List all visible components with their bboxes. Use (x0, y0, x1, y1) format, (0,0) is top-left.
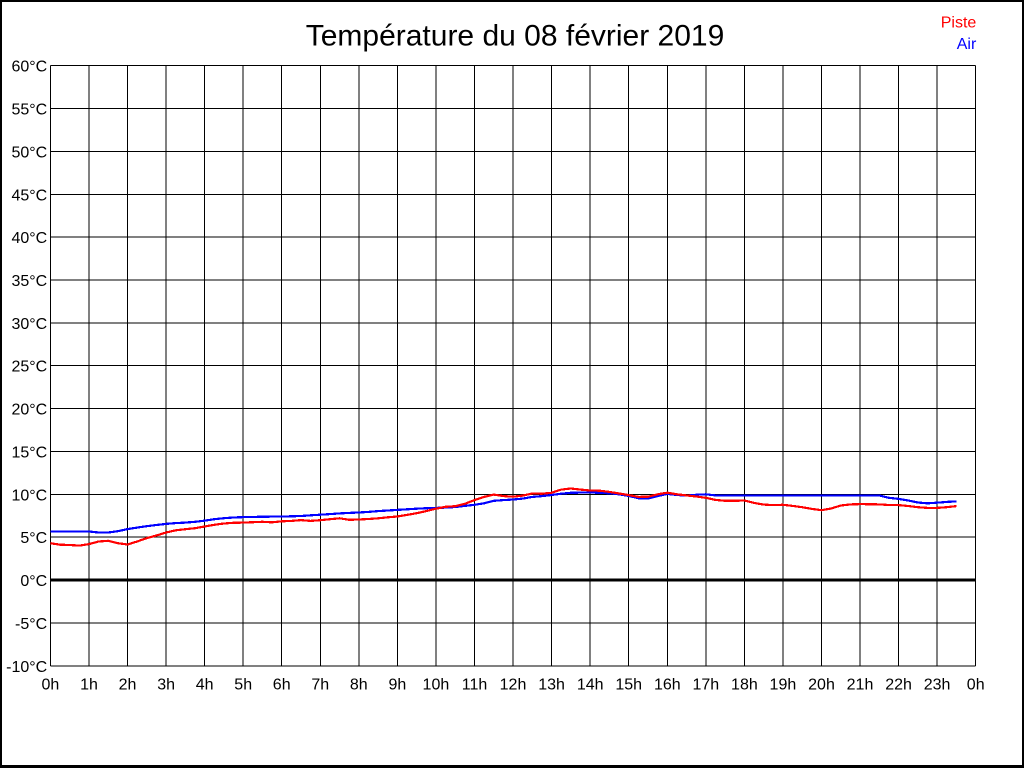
svg-text:1h: 1h (80, 677, 98, 694)
svg-text:9h: 9h (389, 677, 407, 694)
svg-text:10°C: 10°C (11, 487, 47, 504)
svg-text:30°C: 30°C (11, 316, 47, 333)
svg-text:20°C: 20°C (11, 402, 47, 419)
svg-text:35°C: 35°C (11, 273, 47, 290)
svg-text:3h: 3h (157, 677, 175, 694)
svg-text:Air: Air (957, 36, 977, 53)
svg-text:13h: 13h (538, 677, 565, 694)
svg-text:45°C: 45°C (11, 187, 47, 204)
svg-text:14h: 14h (577, 677, 604, 694)
svg-text:8h: 8h (350, 677, 368, 694)
svg-text:19h: 19h (770, 677, 797, 694)
svg-text:6h: 6h (273, 677, 291, 694)
svg-text:25°C: 25°C (11, 359, 47, 376)
svg-text:23h: 23h (924, 677, 951, 694)
svg-text:5°C: 5°C (20, 530, 47, 547)
svg-text:0h: 0h (42, 677, 60, 694)
svg-text:-10°C: -10°C (6, 659, 47, 676)
svg-text:18h: 18h (731, 677, 758, 694)
svg-text:Piste: Piste (941, 15, 977, 32)
svg-text:16h: 16h (654, 677, 681, 694)
svg-text:-5°C: -5°C (15, 616, 47, 633)
svg-text:21h: 21h (847, 677, 874, 694)
svg-text:20h: 20h (808, 677, 835, 694)
svg-text:17h: 17h (692, 677, 719, 694)
svg-text:15h: 15h (615, 677, 642, 694)
svg-text:11h: 11h (462, 677, 488, 694)
svg-text:2h: 2h (119, 677, 137, 694)
svg-text:55°C: 55°C (11, 102, 47, 119)
svg-text:22h: 22h (885, 677, 912, 694)
svg-text:0°C: 0°C (20, 573, 47, 590)
svg-text:0h: 0h (967, 677, 985, 694)
svg-text:12h: 12h (500, 677, 527, 694)
svg-text:7h: 7h (311, 677, 329, 694)
svg-text:50°C: 50°C (11, 144, 47, 161)
svg-text:5h: 5h (234, 677, 252, 694)
svg-text:15°C: 15°C (11, 445, 47, 462)
svg-text:Température du 08 février 2019: Température du 08 février 2019 (306, 20, 725, 53)
svg-text:60°C: 60°C (11, 59, 47, 76)
svg-text:10h: 10h (423, 677, 450, 694)
svg-text:4h: 4h (196, 677, 214, 694)
svg-text:40°C: 40°C (11, 230, 47, 247)
